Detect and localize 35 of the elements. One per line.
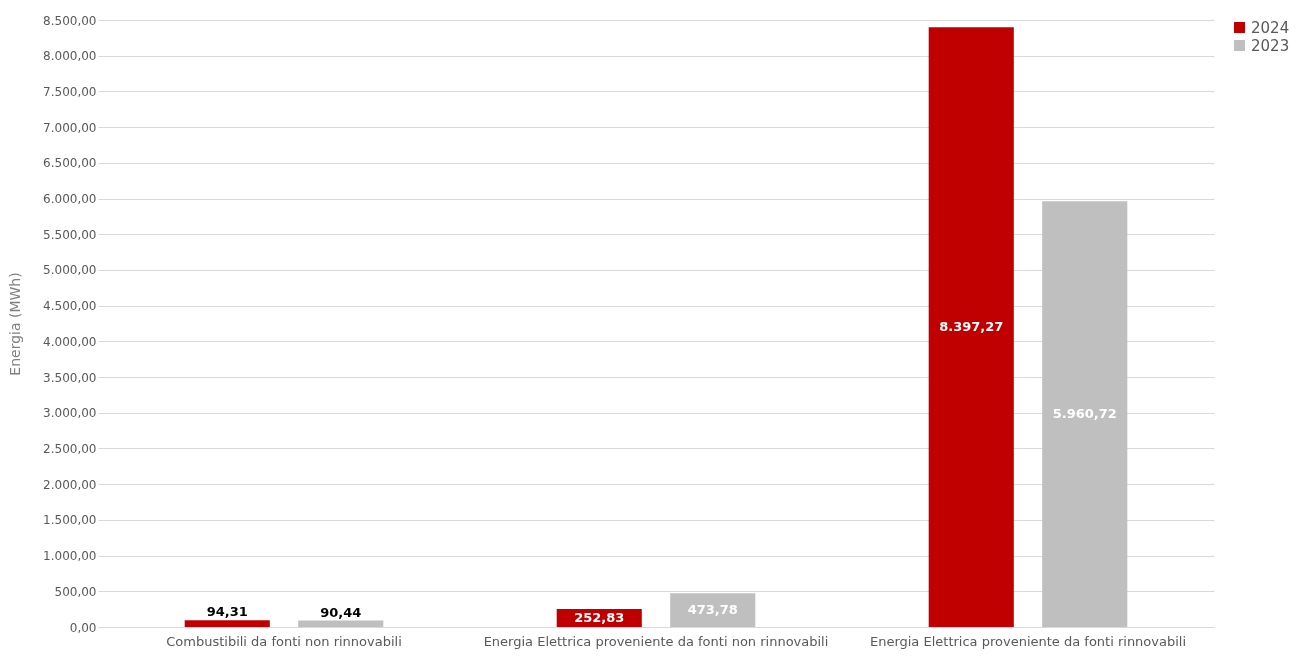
y-tick-label: 6.000,00: [43, 192, 97, 207]
legend-label: 2024: [1251, 18, 1290, 37]
y-tick-label: 4.500,00: [43, 299, 97, 314]
data-label: 252,83: [574, 609, 625, 625]
y-tick-label: 1.000,00: [43, 549, 97, 564]
bar: [670, 593, 756, 627]
y-tick-label: 4.000,00: [43, 334, 97, 349]
x-tick-label: Energia Elettrica proveniente da fonti rinnovabili: [869, 633, 1187, 649]
data-label: 90,44: [320, 604, 362, 620]
data-label: 94,31: [206, 604, 248, 620]
bar: [298, 620, 384, 627]
x-tick-label: Energia Elettrica proveniente da fonti non rinnovabili: [483, 633, 829, 649]
data-label: 8.397,27: [939, 319, 1004, 335]
y-tick-label: 8.000,00: [43, 49, 97, 64]
y-tick-label: 0,00: [69, 620, 97, 635]
legend-label: 2023: [1251, 36, 1290, 55]
y-tick-label: 5.500,00: [43, 227, 97, 242]
y-axis-title: Energia (MWh): [7, 272, 24, 376]
y-tick-label: 500,00: [54, 584, 97, 599]
x-tick-label: Combustibili da fonti non rinnovabili: [166, 633, 402, 649]
bar: [1042, 201, 1128, 627]
y-tick-label: 1.500,00: [43, 513, 97, 528]
y-tick-label: 7.500,00: [43, 84, 97, 99]
y-tick-label: 7.000,00: [43, 120, 97, 135]
data-label: 473,78: [687, 602, 738, 618]
y-tick-label: 2.000,00: [43, 477, 97, 492]
data-label: 5.960,72: [1052, 406, 1117, 422]
y-tick-label: 6.500,00: [43, 156, 97, 171]
bar: [184, 620, 270, 627]
y-tick-label: 5.000,00: [43, 263, 97, 278]
y-tick-label: 3.000,00: [43, 406, 97, 421]
y-tick-label: 8.500,00: [43, 13, 97, 28]
y-tick-label: 2.500,00: [43, 441, 97, 456]
bar: [928, 27, 1014, 627]
y-tick-label: 3.500,00: [43, 370, 97, 385]
